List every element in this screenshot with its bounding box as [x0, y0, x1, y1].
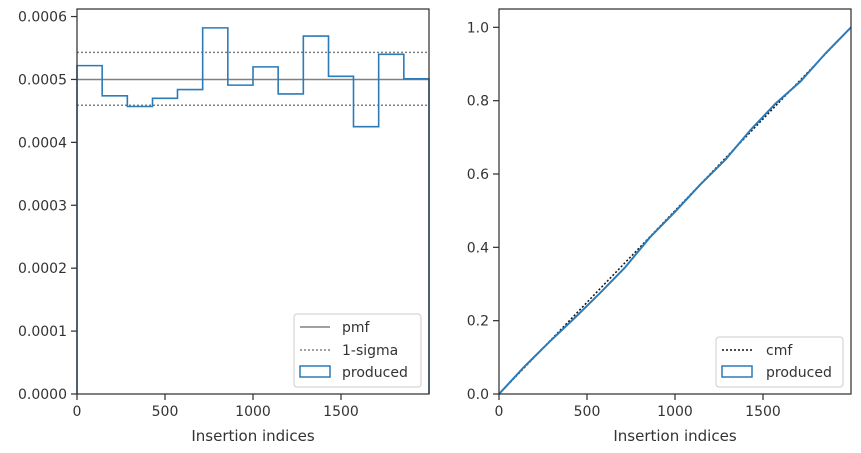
legend-produced-swatch: [721, 365, 753, 378]
produced-line: [498, 26, 852, 395]
pmf-legend-box: [293, 313, 422, 388]
cmf-legend: cmf produced: [715, 336, 844, 388]
legend-produced-label: produced: [766, 365, 832, 381]
y-tick-label: 0.2: [467, 314, 489, 330]
y-tick-label: 0.0002: [18, 261, 67, 277]
y-tick-label: 0.0000: [18, 387, 67, 403]
legend-produced-swatch: [299, 365, 331, 378]
x-tick-label: 1000: [235, 404, 271, 420]
cmf-plot-area: [498, 26, 852, 395]
pmf-ticks: 0 500 1000 1500 0.0000 0.0001 0.0002 0.0003 0.00…: [18, 10, 359, 420]
y-tick-label: 0.0004: [18, 135, 67, 151]
x-tick-label: 500: [152, 404, 179, 420]
legend-pmf-label: pmf: [342, 320, 371, 336]
x-tick-label: 1000: [657, 404, 693, 420]
y-tick-label: 0.0006: [18, 10, 67, 26]
y-tick-label: 0.8: [467, 94, 489, 110]
y-tick-label: 0.0005: [18, 72, 67, 88]
y-tick-label: 1.0: [467, 20, 489, 36]
pmf-plot-area: [76, 27, 430, 394]
x-tick-label: 1500: [745, 404, 781, 420]
y-tick-label: 0.4: [467, 240, 489, 256]
legend-cmf-label: cmf: [766, 343, 793, 359]
cmf-ticks: 0 500 1000 1500 0.0 0.2 0.4 0.6 0.8 1.0: [467, 20, 781, 420]
cmf-panel: 0 500 1000 1500 0.0 0.2 0.4 0.6 0.8 1.0 Insertion…: [467, 8, 852, 445]
y-tick-label: 0.0001: [18, 324, 67, 340]
y-tick-label: 0.6: [467, 167, 489, 183]
pmf-x-axis-label: Insertion indices: [191, 427, 314, 445]
pmf-legend: pmf 1-sigma produced: [293, 313, 422, 388]
legend-1-sigma-label: 1-sigma: [342, 343, 398, 359]
cmf-axes-frame: [498, 8, 852, 395]
produced-histogram: [76, 27, 430, 394]
y-tick-label: 0.0003: [18, 198, 67, 214]
x-tick-label: 0: [495, 404, 504, 420]
cmf-x-axis-label: Insertion indices: [613, 427, 736, 445]
pmf-panel: 0 500 1000 1500 0.0000 0.0001 0.0002 0.0003 0.00…: [18, 8, 430, 445]
x-tick-label: 0: [73, 404, 82, 420]
x-tick-label: 1500: [323, 404, 359, 420]
legend-produced-label: produced: [342, 365, 408, 381]
y-tick-label: 0.0: [467, 387, 489, 403]
x-tick-label: 500: [574, 404, 601, 420]
